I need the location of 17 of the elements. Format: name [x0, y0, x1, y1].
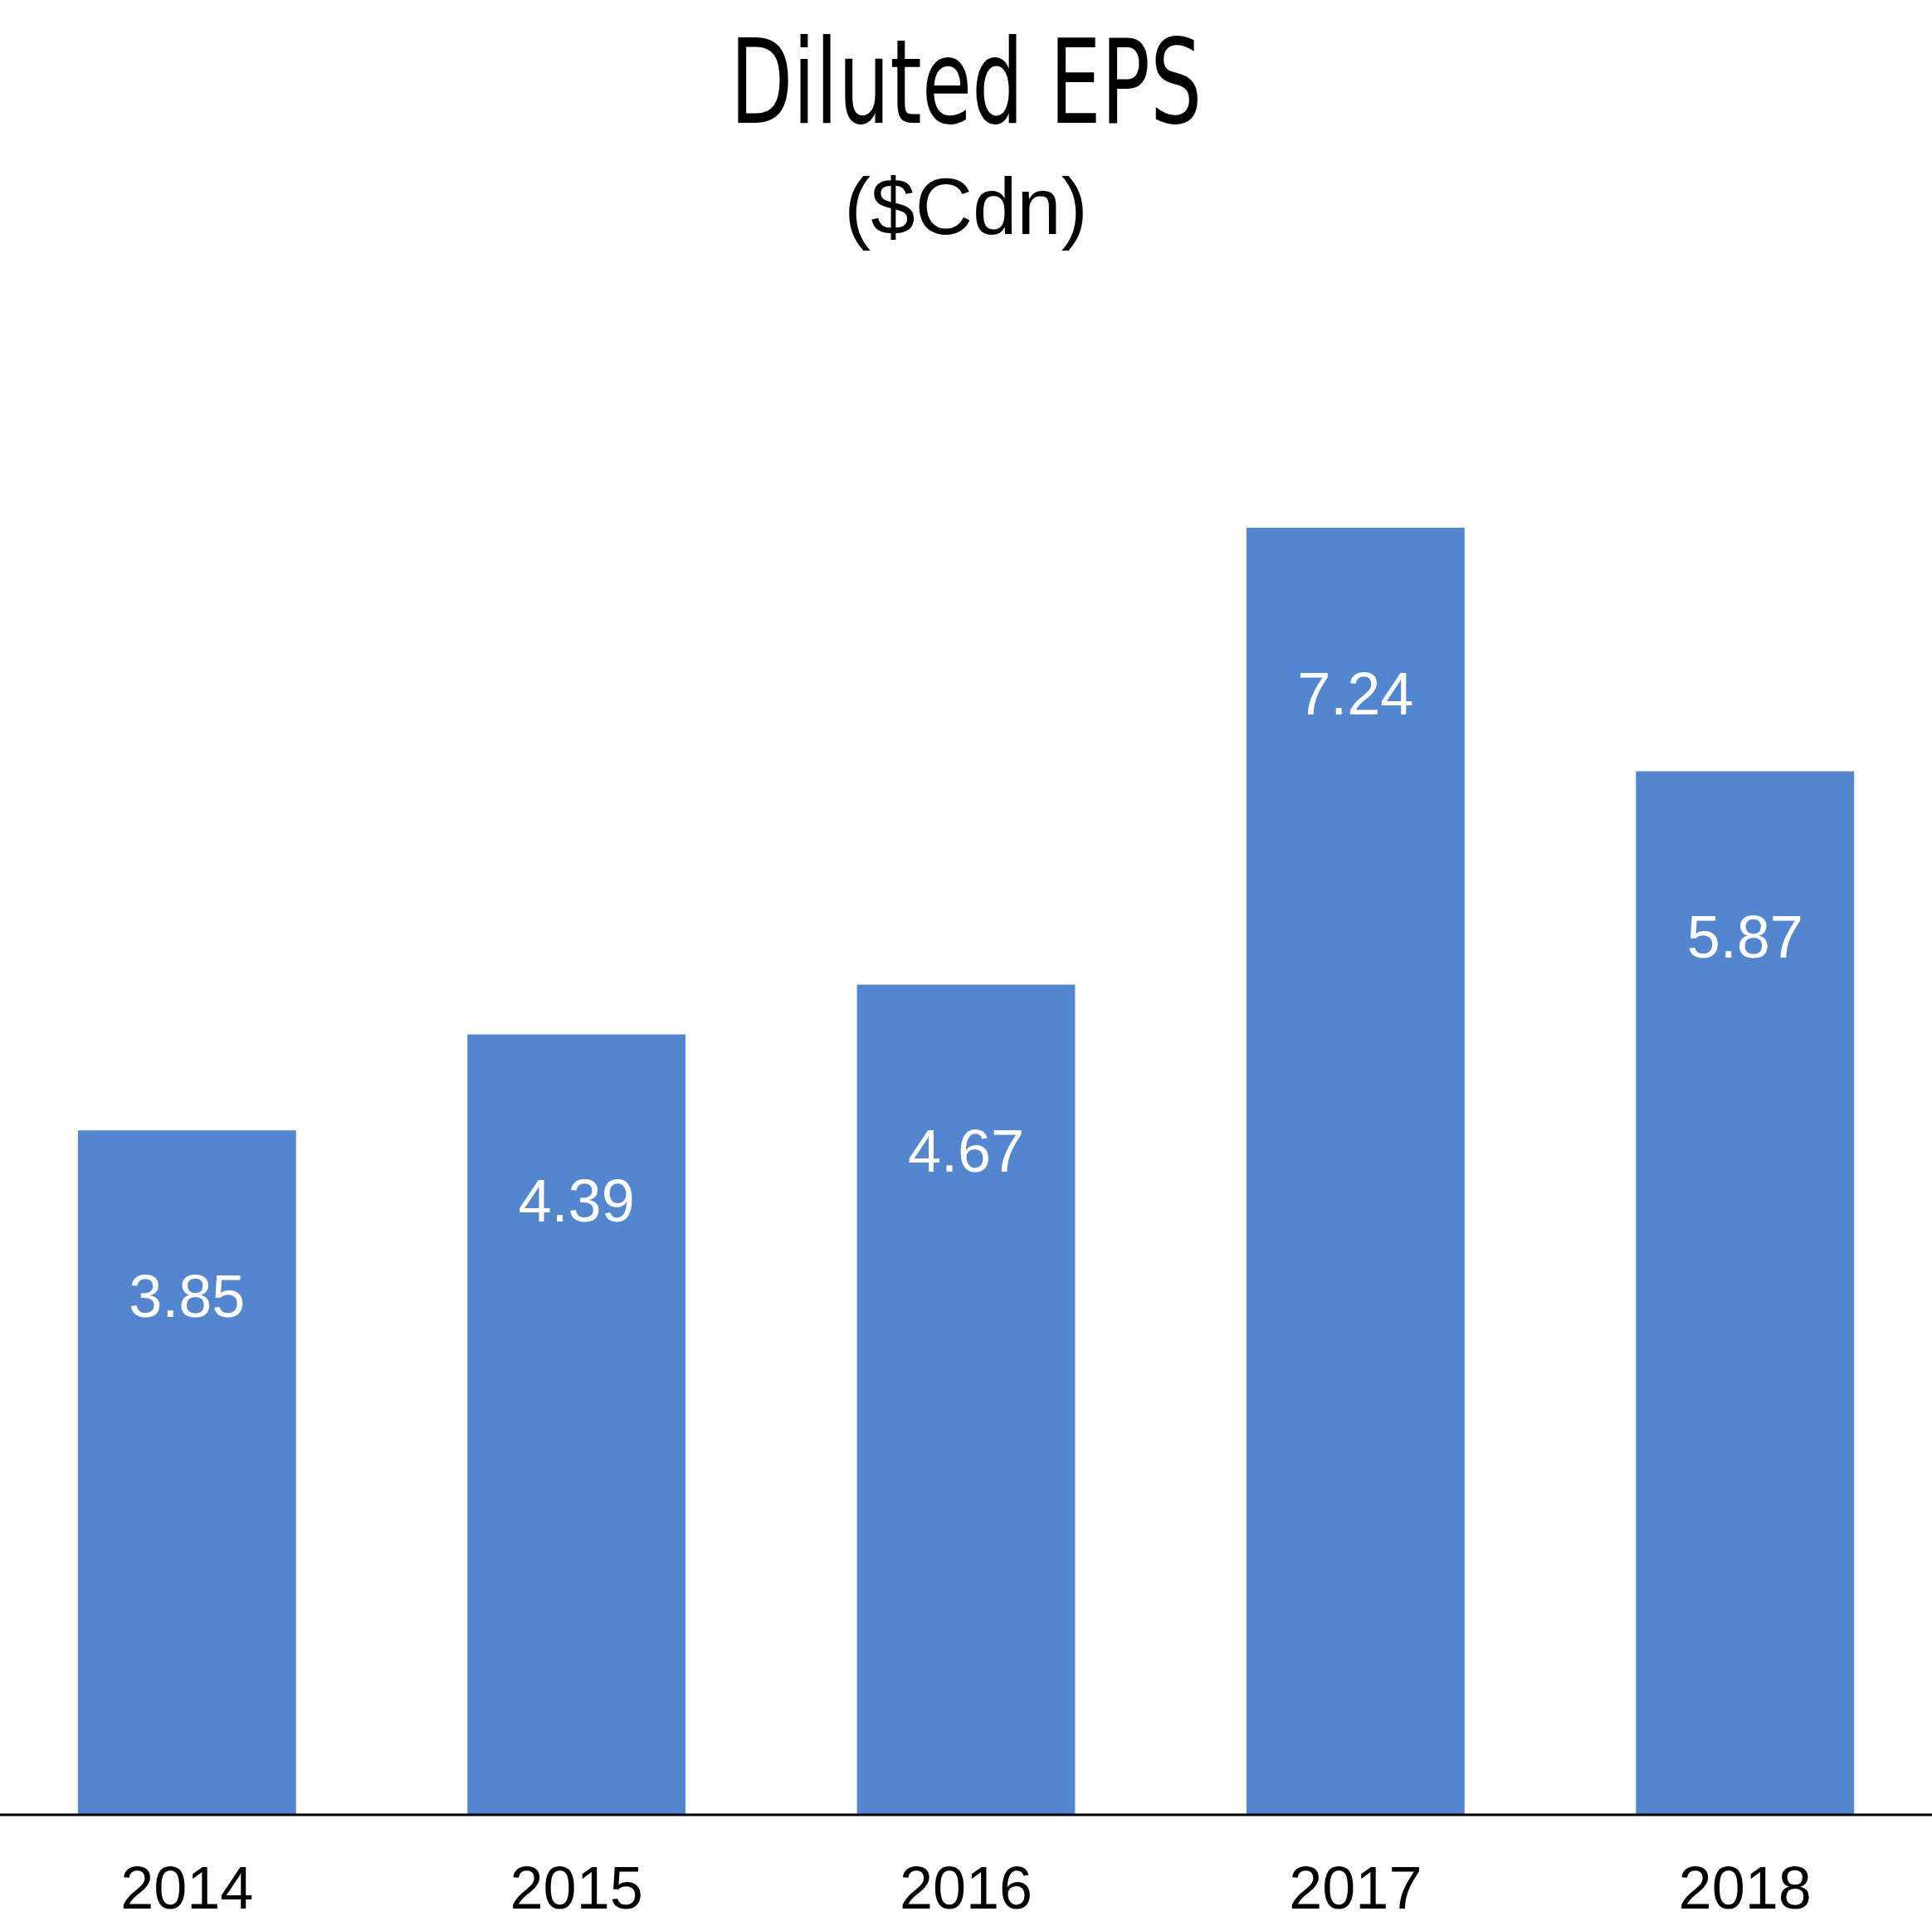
bar [856, 984, 1076, 1815]
x-tick-label: 2017 [1289, 1855, 1422, 1921]
bar [1246, 528, 1465, 1815]
data-label: 4.67 [907, 1117, 1025, 1184]
chart-title: Diluted EPS [729, 14, 1203, 151]
x-tick-label: 2015 [510, 1855, 643, 1921]
data-label: 4.39 [518, 1167, 635, 1234]
bar [1636, 771, 1855, 1815]
bar [77, 1130, 296, 1815]
chart-subtitle: ($Cdn) [844, 162, 1088, 251]
bar [467, 1034, 686, 1815]
data-label: 3.85 [129, 1263, 246, 1330]
data-label: 7.24 [1297, 661, 1414, 727]
x-tick-label: 2014 [120, 1855, 254, 1921]
data-label: 5.87 [1686, 904, 1803, 971]
x-tick-label: 2016 [899, 1855, 1033, 1921]
x-tick-label: 2018 [1678, 1855, 1812, 1921]
